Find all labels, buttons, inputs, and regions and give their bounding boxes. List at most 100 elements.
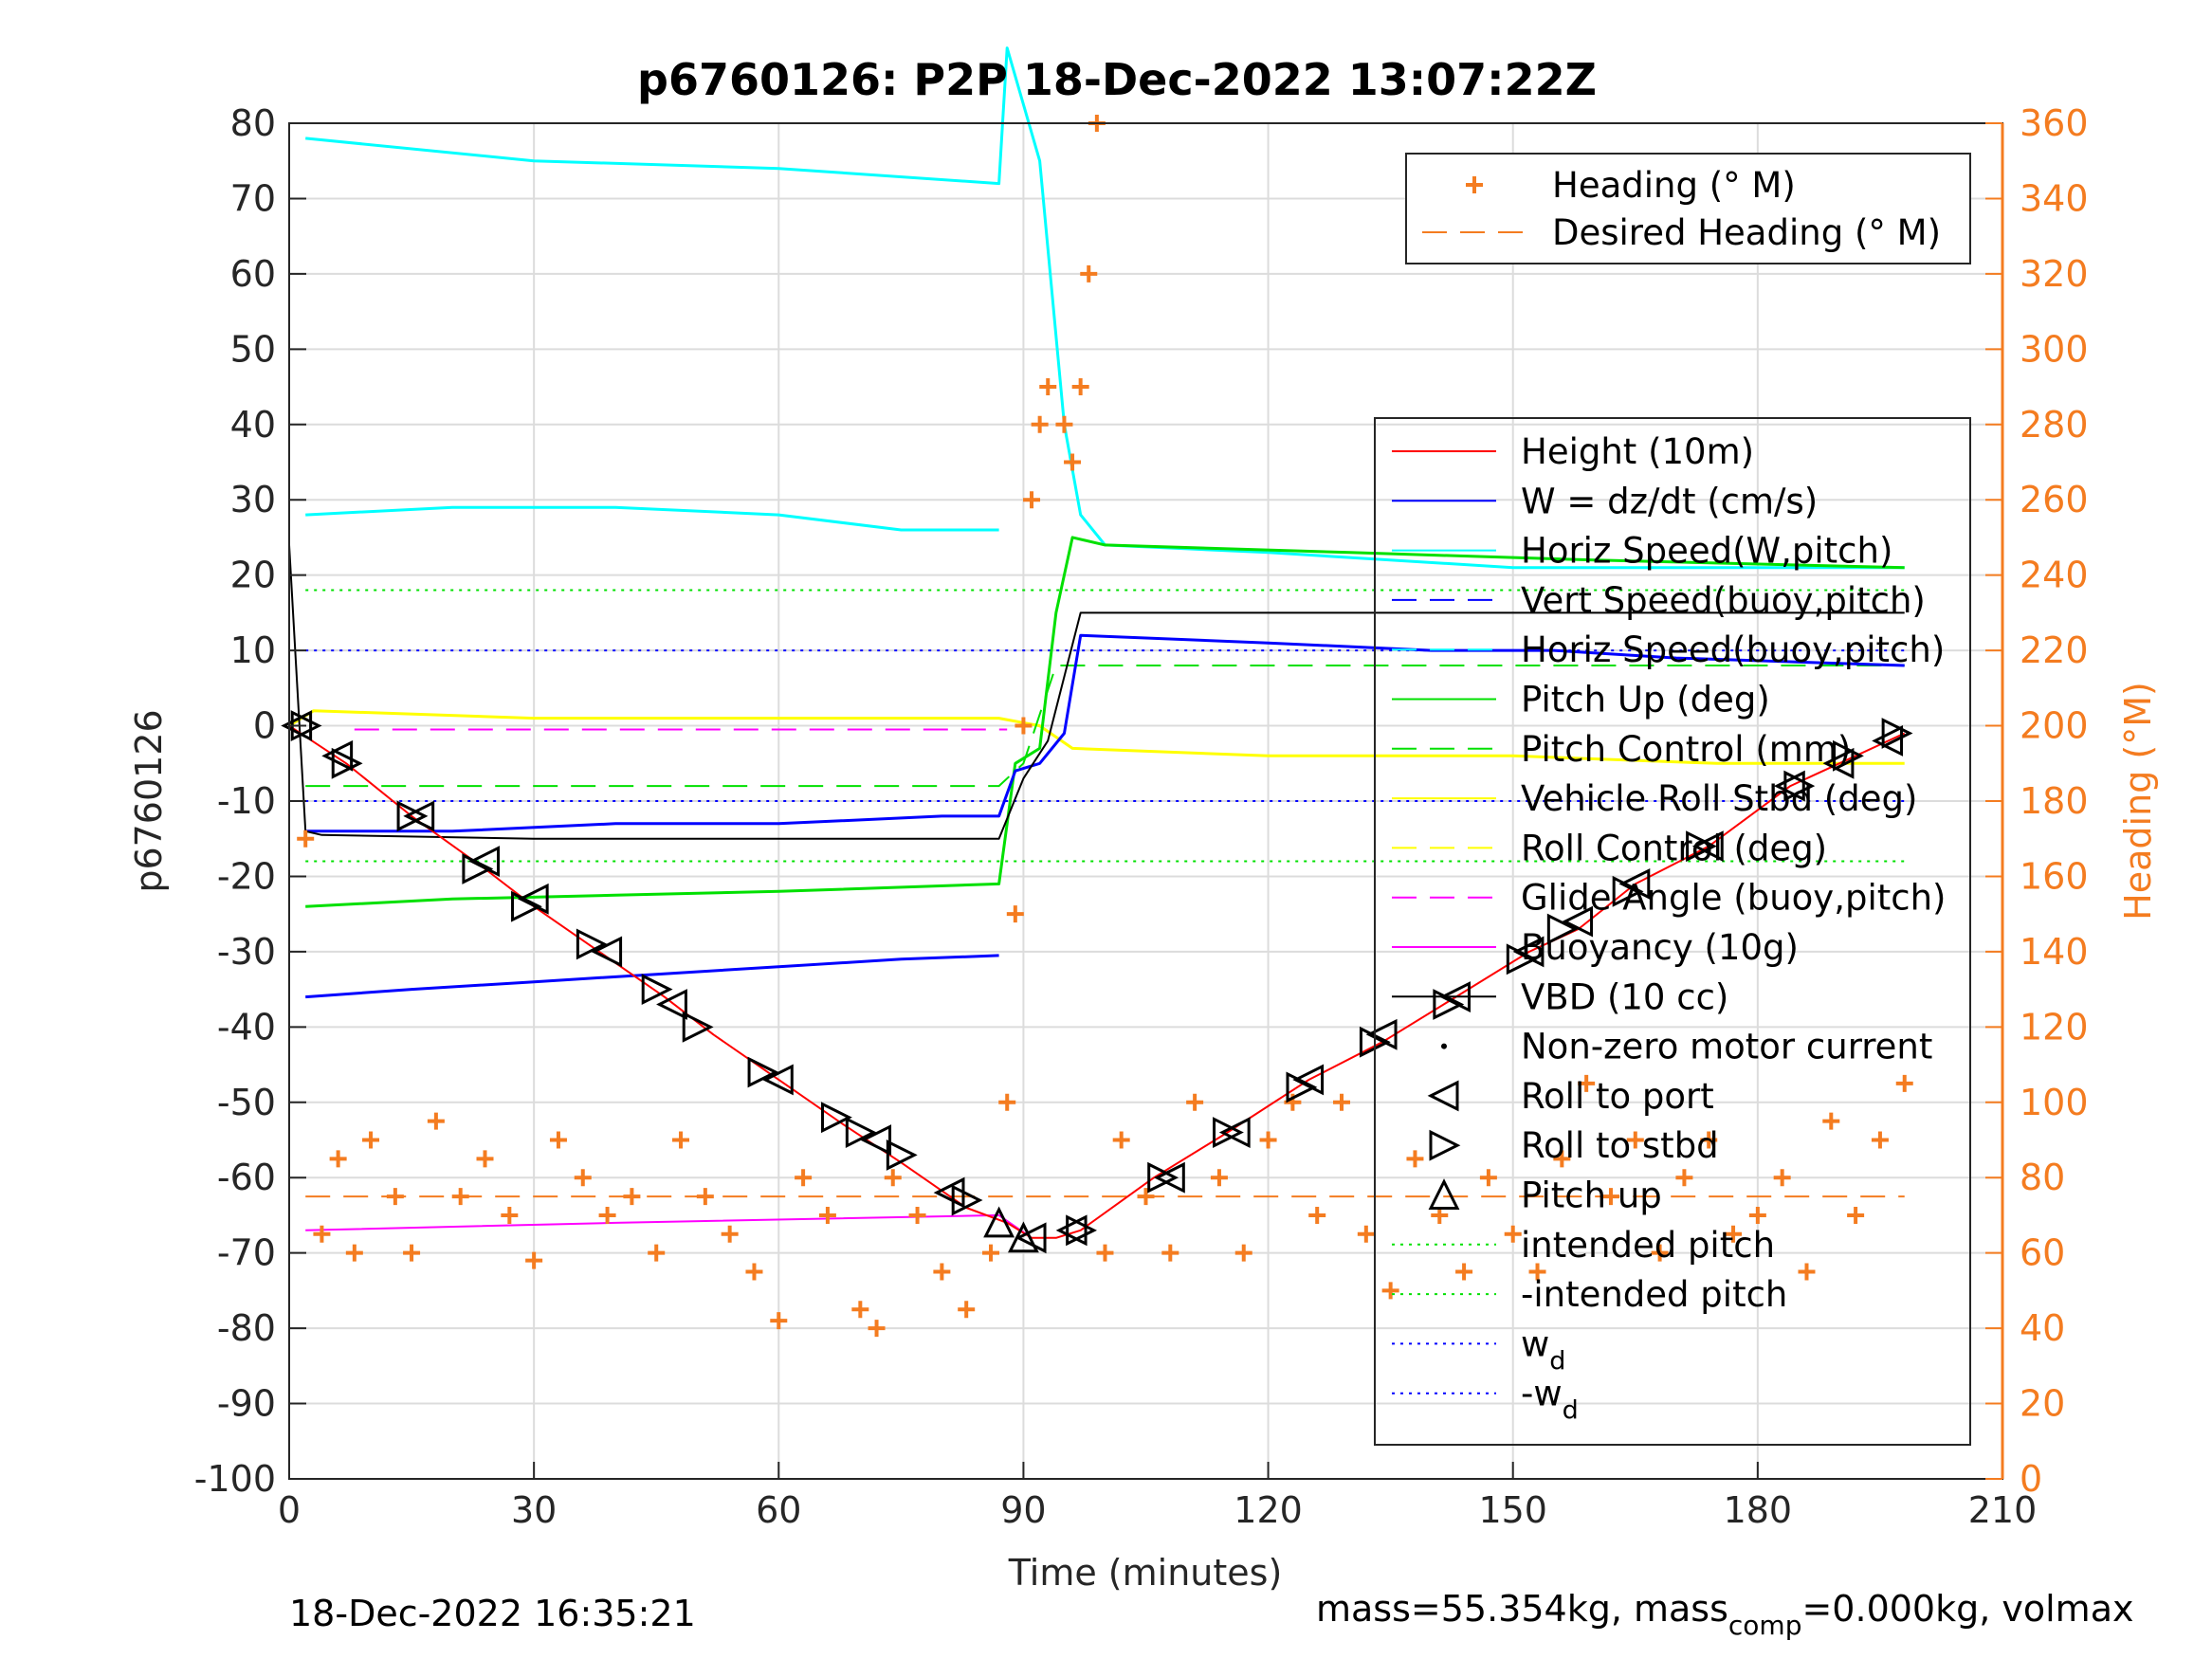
y-tick-label-18: -100 <box>194 1458 276 1500</box>
roll-port-marker-17 <box>1512 936 1545 968</box>
y2-tick-label-10: 160 <box>2020 855 2089 897</box>
heading-point-68 <box>1725 1225 1743 1243</box>
y2-tick-label-7: 220 <box>2020 629 2089 671</box>
legend-heading-box <box>1405 153 1971 264</box>
roll-stbd-marker-7 <box>682 1011 714 1043</box>
series-w-dzdt <box>305 633 1905 833</box>
heading-point-73 <box>1847 1206 1865 1224</box>
legend-main-label-text-12: Non-zero motor current <box>1521 1027 1932 1067</box>
heading-point-26 <box>884 1169 902 1187</box>
heading-point-11 <box>525 1251 543 1269</box>
y2-tick-label-4: 280 <box>2020 404 2089 446</box>
legend-main-label-11: VBD (10 cc) <box>1521 976 1728 1017</box>
heading-point-49 <box>1259 1131 1277 1149</box>
y-tick-label-11: -30 <box>217 931 276 973</box>
y-tick-label-10: -20 <box>217 855 276 897</box>
heading-point-12 <box>549 1131 567 1149</box>
heading-point-19 <box>721 1225 739 1243</box>
legend-main-swatch-14 <box>1429 1129 1461 1161</box>
heading-point-70 <box>1773 1169 1791 1187</box>
heading-point-34 <box>1023 491 1041 509</box>
y2-tick-label-17: 20 <box>2020 1383 2065 1425</box>
roll-port-marker-7 <box>761 1064 794 1096</box>
roll-port-marker-4 <box>517 883 549 915</box>
heading-point-58 <box>1479 1169 1497 1187</box>
legend-main-label-text-2: Horiz Speed(W,pitch) <box>1521 531 1892 572</box>
y-tick-label-14: -60 <box>217 1157 276 1198</box>
heading-point-25 <box>868 1320 886 1338</box>
legend-main-label-6: Pitch Control (mm) <box>1521 729 1851 770</box>
heading-point-48 <box>1234 1244 1252 1262</box>
heading-point-59 <box>1504 1225 1522 1243</box>
pitch-up-marker-1 <box>1008 1221 1039 1253</box>
roll-port-marker-8 <box>860 1124 892 1156</box>
legend-main-label-text-3: Vert Speed(buoy,pitch) <box>1521 580 1926 621</box>
legend-main-swatch-15 <box>1428 1178 1460 1210</box>
roll-stbd-marker-15 <box>1213 1117 1244 1148</box>
heading-point-4 <box>362 1131 380 1149</box>
legend-main-label-text-18: w <box>1521 1323 1549 1364</box>
x-tick-label-2: 60 <box>756 1489 801 1531</box>
legend-main-label-text-10: Buoyancy (10g) <box>1521 927 1799 968</box>
legend-main-label-text-16: intended pitch <box>1521 1225 1775 1266</box>
footer-mass: mass=55.354kg, masscomp=0.000kg, volmax <box>1316 1588 2133 1641</box>
legend-main-label-text-19: -w <box>1521 1374 1563 1414</box>
roll-stbd-marker-3 <box>462 853 494 884</box>
heading-point-65 <box>1651 1244 1669 1262</box>
heading-point-3 <box>345 1244 363 1262</box>
x-tick-label-7: 210 <box>1968 1489 2038 1531</box>
y-tick-label-17: -90 <box>217 1383 276 1425</box>
series-buoyancy <box>305 1213 1033 1239</box>
heading-point-1 <box>313 1225 331 1243</box>
heading-point-46 <box>1186 1093 1204 1111</box>
roll-port-marker-22 <box>1822 747 1855 779</box>
roll-port-marker-5 <box>591 936 623 968</box>
roll-stbd-marker-18 <box>1433 989 1465 1020</box>
legend-main-label-17: -intended pitch <box>1521 1274 1787 1315</box>
heading-point-47 <box>1210 1169 1228 1187</box>
heading-point-36 <box>1039 378 1057 396</box>
heading-point-27 <box>908 1206 926 1224</box>
legend-heading-label-1: Desired Heading (° M) <box>1552 212 1941 253</box>
y-tick-label-16: -80 <box>217 1307 276 1349</box>
roll-port-marker-6 <box>656 989 687 1020</box>
series-vert-speed <box>305 954 999 999</box>
heading-point-62 <box>1578 1074 1596 1092</box>
y2-tick-label-18: 0 <box>2020 1458 2042 1500</box>
footer-timestamp: 18-Dec-2022 16:35:21 <box>289 1593 696 1634</box>
roll-port-marker-23 <box>1872 725 1904 757</box>
legend-main-label-13: Roll to port <box>1521 1076 1714 1117</box>
legend-main-label-12: Non-zero motor current <box>1521 1027 1932 1067</box>
legend-heading-label-text-1: Desired Heading (° M) <box>1552 212 1941 253</box>
footer-mass-sub: comp <box>1728 1610 1802 1641</box>
x-tick-label-6: 180 <box>1724 1489 1793 1531</box>
y2-tick-label-5: 260 <box>2020 479 2089 520</box>
heading-point-13 <box>574 1169 592 1187</box>
heading-point-30 <box>982 1244 1000 1262</box>
y2-tick-label-12: 120 <box>2020 1006 2089 1048</box>
legend-main-label-sub-19: d <box>1563 1396 1579 1426</box>
heading-point-16 <box>648 1244 666 1262</box>
heading-point-15 <box>623 1188 641 1206</box>
roll-stbd-marker-10 <box>845 1117 877 1148</box>
roll-stbd-marker-14 <box>1147 1161 1179 1194</box>
y2-tick-label-11: 140 <box>2020 931 2089 973</box>
heading-point-0 <box>297 830 315 848</box>
roll-stbd-marker-9 <box>821 1102 852 1134</box>
legend-main-label-sub-18: d <box>1549 1346 1565 1376</box>
heading-point-35 <box>1031 415 1049 433</box>
legend-main-label-text-0: Height (10m) <box>1521 431 1754 472</box>
y-tick-label-12: -40 <box>217 1006 276 1048</box>
roll-stbd-marker-1 <box>331 747 363 779</box>
plot-series <box>288 46 1906 1239</box>
roll-stbd-marker-19 <box>1506 943 1538 975</box>
heading-point-33 <box>1015 717 1033 735</box>
x-tick-label-5: 150 <box>1478 1489 1547 1531</box>
roll-stbd-marker-23 <box>1783 770 1816 802</box>
series-pitch-up <box>305 536 1905 908</box>
y2-tick-label-16: 40 <box>2020 1307 2065 1349</box>
legend-main-label-1: W = dz/dt (cm/s) <box>1521 481 1818 521</box>
roll-stbd-marker-22 <box>1686 830 1717 863</box>
legend-main-label-text-4: Horiz Speed(buoy,pitch) <box>1521 629 1945 670</box>
